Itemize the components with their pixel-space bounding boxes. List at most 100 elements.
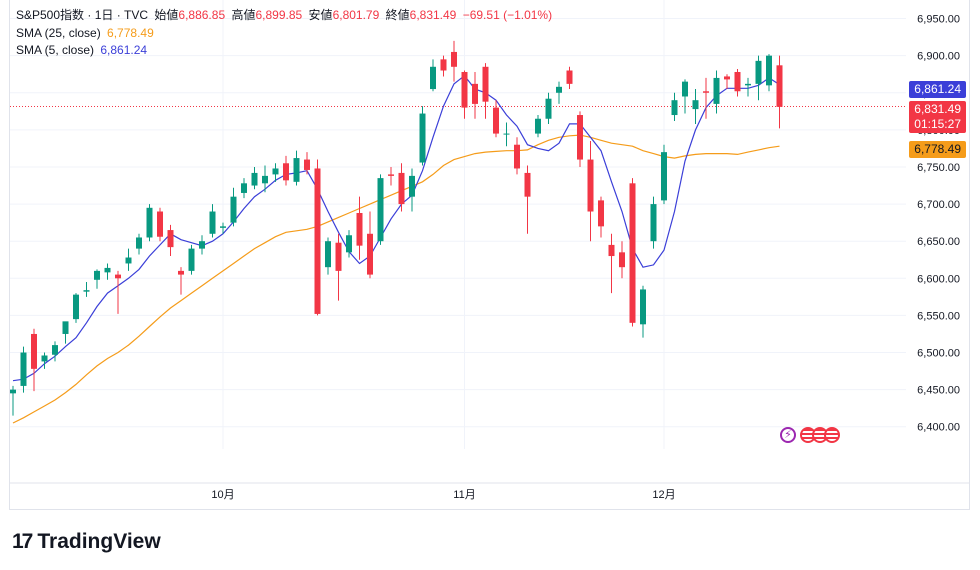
x-tick-label: 11月 [453, 489, 475, 501]
candle-down [440, 59, 447, 71]
legend-sma5[interactable]: SMA (5, close) 6,861.24 [16, 42, 150, 59]
candle-down [314, 168, 321, 314]
candle-up [20, 352, 27, 386]
candle-up [251, 172, 258, 186]
candle-down [619, 252, 625, 268]
candle-down [461, 71, 468, 108]
candle-up [755, 60, 762, 84]
candle-up [272, 168, 279, 175]
candle-up [535, 118, 541, 134]
sma5-price-tag: 6,861.24 [909, 81, 966, 98]
y-tick-label: 6,950.00 [917, 14, 960, 26]
candle-down [472, 83, 478, 104]
candle-up [682, 81, 688, 97]
candle-up [640, 289, 646, 325]
candle-up [146, 207, 153, 238]
candle-up [94, 270, 100, 280]
legend-high-value: 6,899.85 [255, 8, 303, 22]
candle-down [335, 242, 342, 271]
candle-down [566, 70, 573, 84]
candle-up [209, 211, 216, 234]
sma25-price-tag: 6,778.49 [909, 141, 966, 158]
candle-up [293, 158, 300, 182]
candle-up [262, 175, 268, 184]
candle-up [188, 248, 195, 271]
y-tick-label: 6,550.00 [917, 310, 960, 322]
legend-ohlc: S&P500指数 · 1日 · TVC 始値6,886.85 高値6,899.8… [16, 7, 555, 24]
candle-up [692, 100, 699, 110]
candle-up [650, 204, 657, 242]
candle-up [199, 241, 205, 249]
candle-up [545, 98, 552, 119]
x-tick-label: 12月 [652, 489, 675, 501]
us-flag-event-icon[interactable] [824, 427, 840, 443]
candle-up [104, 267, 111, 273]
candle-down [776, 65, 783, 107]
candle-up [41, 355, 48, 362]
legend-change: −69.51 (−1.01%) [462, 8, 553, 22]
candle-up [73, 294, 79, 320]
candle-down [524, 172, 531, 197]
candle-down [157, 211, 163, 237]
y-tick-label: 6,500.00 [917, 348, 960, 360]
candle-up [503, 133, 510, 135]
tradingview-logo-icon: 17 [12, 530, 33, 553]
legend-close-value: 6,831.49 [409, 8, 457, 22]
tradingview-logo[interactable]: 17 TradingView [12, 530, 161, 554]
candle-down [598, 200, 604, 227]
candle-up [241, 183, 247, 193]
sma25-value: 6,778.49 [107, 26, 154, 40]
candle-up [230, 196, 237, 223]
y-tick-label: 6,650.00 [917, 236, 960, 248]
x-tick-label: 10月 [211, 489, 234, 501]
candle-up [766, 55, 772, 86]
y-tick-label: 6,750.00 [917, 162, 960, 174]
candle-up [377, 178, 384, 242]
sma5-label: SMA (5, close) [16, 43, 95, 57]
candle-down [608, 244, 615, 257]
lightning-event-icon[interactable]: ⚡ [780, 427, 796, 443]
candle-down [724, 76, 730, 80]
legend-sma25[interactable]: SMA (25, close) 6,778.49 [16, 25, 157, 42]
legend-low-value: 6,801.79 [332, 8, 380, 22]
candle-up [713, 77, 720, 104]
candle-down [283, 163, 289, 181]
price-chart[interactable]: 6,400.00 6,450.00 6,500.00 6,550.00 6,600.00… [0, 0, 980, 520]
candle-up [745, 83, 751, 86]
sma25-label: SMA (25, close) [16, 26, 101, 40]
candle-up [430, 66, 436, 90]
last-price-value: 6,831.49 [914, 102, 961, 116]
y-tick-label: 6,900.00 [917, 51, 960, 63]
candle-down [514, 144, 520, 169]
y-tick-label: 6,700.00 [917, 199, 960, 211]
legend-close-label: 終値 [385, 8, 410, 22]
candle-down [451, 51, 457, 67]
candle-down [178, 270, 184, 275]
candle-down [356, 212, 363, 246]
candle-up [325, 241, 331, 268]
candle-down [367, 233, 373, 275]
candle-up [409, 175, 415, 197]
chart-frame [9, 0, 970, 510]
legend-open-value: 6,886.85 [178, 8, 226, 22]
candle-down [398, 172, 405, 205]
candle-down [703, 91, 709, 93]
y-tick-label: 6,450.00 [917, 385, 960, 397]
sma5-tag-value: 6,861.24 [914, 82, 961, 96]
sma25-line [12, 134, 780, 424]
candle-up [346, 235, 352, 253]
candle-down [482, 66, 489, 102]
legend-symbol: S&P500指数 · 1日 · TVC [16, 8, 149, 22]
candle-down [734, 71, 741, 92]
candle-down [577, 115, 583, 160]
candle-down [493, 107, 499, 134]
candle-down [629, 183, 636, 323]
candle-up [125, 257, 132, 264]
candle-up [136, 237, 142, 249]
candle-down [167, 230, 174, 248]
candle-down [388, 174, 394, 176]
candle-up [671, 100, 678, 116]
candle-up [10, 389, 16, 394]
y-tick-label: 6,600.00 [917, 273, 960, 285]
y-tick-label: 6,400.00 [917, 422, 960, 434]
